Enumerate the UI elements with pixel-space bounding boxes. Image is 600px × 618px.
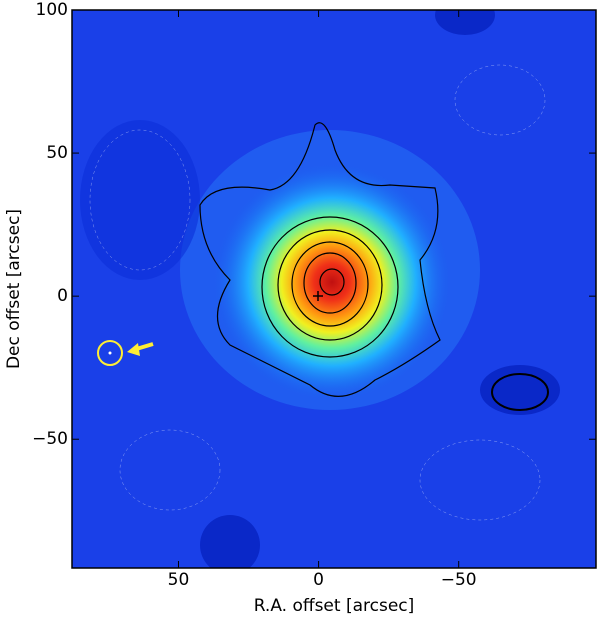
- x-axis-label: R.A. offset [arcsec]: [254, 596, 415, 616]
- x-tick-label: −50: [441, 570, 477, 590]
- y-tick-label: 0: [57, 286, 68, 306]
- plot-frame: [71, 9, 597, 569]
- y-tick-label: 100: [36, 0, 68, 20]
- y-tick-label: −50: [32, 429, 68, 449]
- y-axis-label: Dec offset [arcsec]: [4, 209, 24, 369]
- x-tick-label: 0: [313, 570, 324, 590]
- y-tick-label: 50: [46, 143, 68, 163]
- map: [72, 10, 596, 568]
- x-tick-label: 50: [168, 570, 190, 590]
